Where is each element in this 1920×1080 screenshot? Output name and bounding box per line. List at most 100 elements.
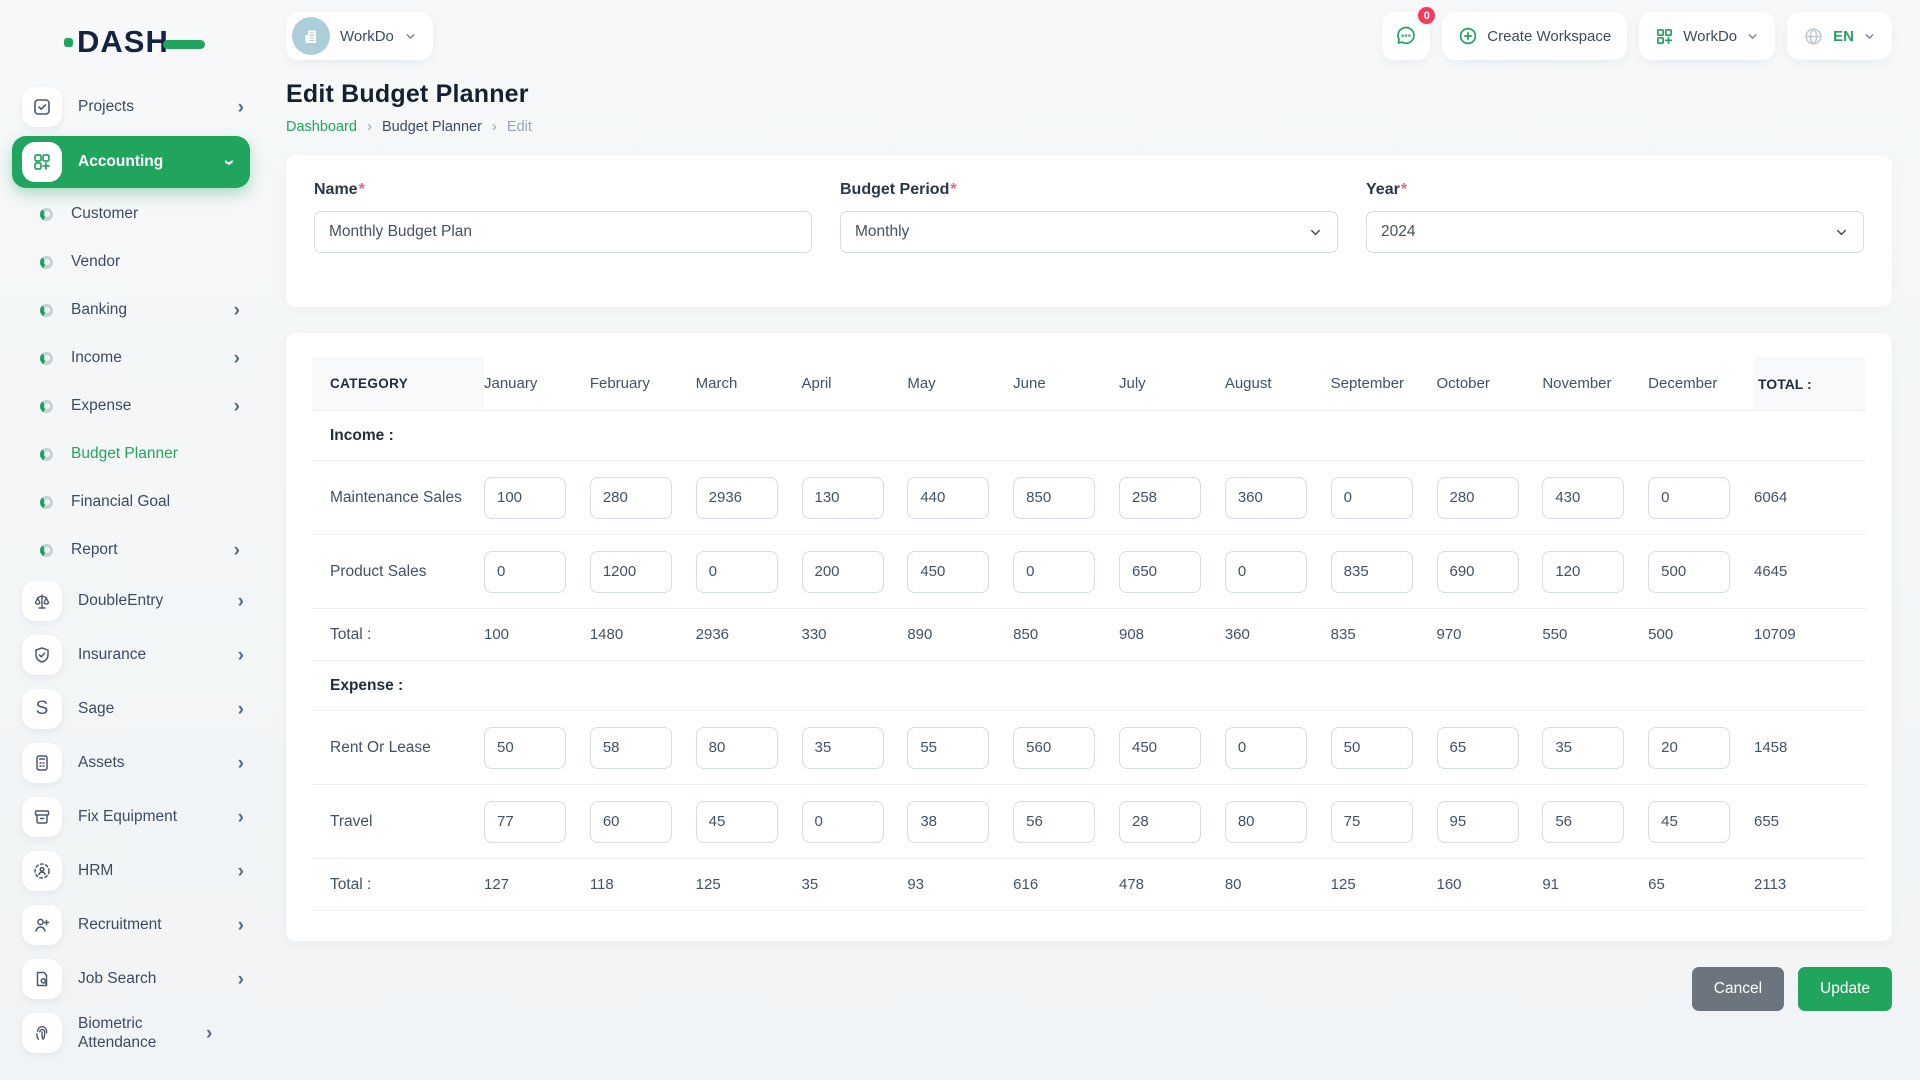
budget-input[interactable]	[1542, 476, 1625, 519]
budget-input[interactable]	[695, 800, 778, 843]
checkbox-icon	[22, 87, 62, 127]
budget-input[interactable]	[907, 726, 990, 769]
sidebar-item-customer[interactable]: Customer	[0, 190, 262, 238]
budget-input[interactable]	[1542, 800, 1625, 843]
breadcrumb-dashboard[interactable]: Dashboard	[286, 118, 357, 135]
budget-input[interactable]	[484, 726, 566, 769]
budget-input[interactable]	[484, 476, 566, 519]
budget-input[interactable]	[1119, 726, 1201, 769]
sidebar-item-job-search[interactable]: Job Search ›	[0, 952, 262, 1006]
budget-input[interactable]	[695, 726, 778, 769]
sidebar-item-budget-planner[interactable]: Budget Planner	[0, 430, 262, 478]
budget-input[interactable]	[695, 550, 778, 593]
sidebar-item-expense[interactable]: Expense ›	[0, 382, 262, 430]
budget-input[interactable]	[1119, 476, 1201, 519]
budget-input[interactable]	[1542, 726, 1625, 769]
sidebar-item-vendor[interactable]: Vendor	[0, 238, 262, 286]
required-mark: *	[1400, 181, 1408, 198]
budget-input[interactable]	[1224, 800, 1307, 843]
name-field-group: Name*	[314, 181, 812, 253]
sidebar-item-projects[interactable]: Projects ›	[0, 80, 262, 134]
budget-input[interactable]	[1330, 800, 1413, 843]
budget-input[interactable]	[1224, 726, 1307, 769]
sidebar-item-insurance[interactable]: Insurance ›	[0, 628, 262, 682]
name-input[interactable]	[314, 211, 812, 253]
budget-input[interactable]	[484, 550, 566, 593]
budget-input[interactable]	[1013, 800, 1096, 843]
budget-input[interactable]	[1119, 550, 1201, 593]
category-header: CATEGORY	[312, 357, 484, 410]
budget-input[interactable]	[1330, 476, 1413, 519]
budget-input[interactable]	[589, 726, 672, 769]
expense-section-row: Expense :	[312, 661, 1866, 711]
year-field-group: Year* 2024	[1366, 181, 1864, 253]
budget-input[interactable]	[1330, 726, 1413, 769]
form-actions: Cancel Update	[286, 967, 1892, 1011]
budget-input[interactable]	[1224, 550, 1307, 593]
budget-input[interactable]	[589, 550, 672, 593]
budget-input[interactable]	[1013, 550, 1096, 593]
budget-input[interactable]	[1013, 726, 1096, 769]
workspace-selector[interactable]: WorkDo	[286, 12, 433, 60]
required-mark: *	[950, 181, 957, 198]
messages-button[interactable]: 0	[1382, 5, 1438, 60]
breadcrumb-separator-icon: ›	[491, 118, 497, 135]
sidebar-item-assets[interactable]: Assets ›	[0, 736, 262, 790]
budget-input[interactable]	[801, 726, 884, 769]
sidebar-item-biometric-attendance[interactable]: Biometric Attendance ›	[0, 1006, 262, 1060]
update-button[interactable]: Update	[1798, 967, 1892, 1011]
budget-input[interactable]	[1436, 800, 1519, 843]
sidebar-item-income[interactable]: Income ›	[0, 334, 262, 382]
workspace-menu-button[interactable]: WorkDo	[1639, 12, 1776, 60]
month-header: June	[1013, 375, 1046, 392]
sidebar-item-fix-equipment[interactable]: Fix Equipment ›	[0, 790, 262, 844]
budget-period-select[interactable]: Monthly	[840, 211, 1338, 253]
dot-icon	[40, 303, 53, 317]
budget-input[interactable]	[1648, 800, 1731, 843]
topbar-actions: 0 Create Workspace WorkDo EN	[1382, 5, 1892, 60]
budget-table-card: CATEGORY January February March April Ma…	[286, 333, 1892, 941]
budget-input[interactable]	[801, 476, 884, 519]
budget-input[interactable]	[1436, 726, 1519, 769]
budget-input[interactable]	[1648, 726, 1731, 769]
budget-input[interactable]	[1119, 800, 1201, 843]
sidebar-item-recruitment[interactable]: Recruitment ›	[0, 898, 262, 952]
sidebar-item-sage[interactable]: S Sage ›	[0, 682, 262, 736]
budget-input[interactable]	[695, 476, 778, 519]
row-total: 655	[1754, 813, 1780, 830]
budget-input[interactable]	[484, 800, 566, 843]
budget-input[interactable]	[589, 476, 672, 519]
dot-icon	[40, 207, 53, 221]
grand-total: 10709	[1754, 626, 1796, 643]
budget-input[interactable]	[589, 800, 672, 843]
sidebar-item-report[interactable]: Report ›	[0, 526, 262, 574]
sidebar-item-accounting[interactable]: Accounting ›	[12, 136, 250, 188]
sidebar-item-hrm[interactable]: HRM ›	[0, 844, 262, 898]
year-select[interactable]: 2024	[1366, 211, 1864, 253]
sidebar-item-doubleentry[interactable]: DoubleEntry ›	[0, 574, 262, 628]
budget-input[interactable]	[1330, 550, 1413, 593]
sidebar-item-banking[interactable]: Banking ›	[0, 286, 262, 334]
dot-icon	[40, 351, 53, 365]
budget-input[interactable]	[1648, 550, 1731, 593]
budget-form-card: Name* Budget Period* Monthly Year* 2024	[286, 155, 1892, 307]
month-header: May	[907, 375, 936, 392]
budget-input[interactable]	[801, 550, 884, 593]
budget-input[interactable]	[801, 800, 884, 843]
create-workspace-button[interactable]: Create Workspace	[1442, 12, 1628, 60]
budget-input[interactable]	[1648, 476, 1731, 519]
language-selector[interactable]: EN	[1787, 12, 1892, 60]
expense-total-row: Total : 127 118 125 35 93 616 478 80 125…	[312, 859, 1866, 911]
budget-input[interactable]	[907, 476, 990, 519]
budget-input[interactable]	[1224, 476, 1307, 519]
budget-input[interactable]	[907, 800, 990, 843]
budget-input[interactable]	[907, 550, 990, 593]
cancel-button[interactable]: Cancel	[1691, 967, 1785, 1011]
budget-input[interactable]	[1436, 550, 1519, 593]
budget-input[interactable]	[1013, 476, 1096, 519]
sidebar-item-financial-goal[interactable]: Financial Goal	[0, 478, 262, 526]
budget-input[interactable]	[1436, 476, 1519, 519]
budget-input[interactable]	[1542, 550, 1625, 593]
brand-logo[interactable]: DASH	[0, 18, 262, 74]
dot-icon	[40, 543, 53, 557]
